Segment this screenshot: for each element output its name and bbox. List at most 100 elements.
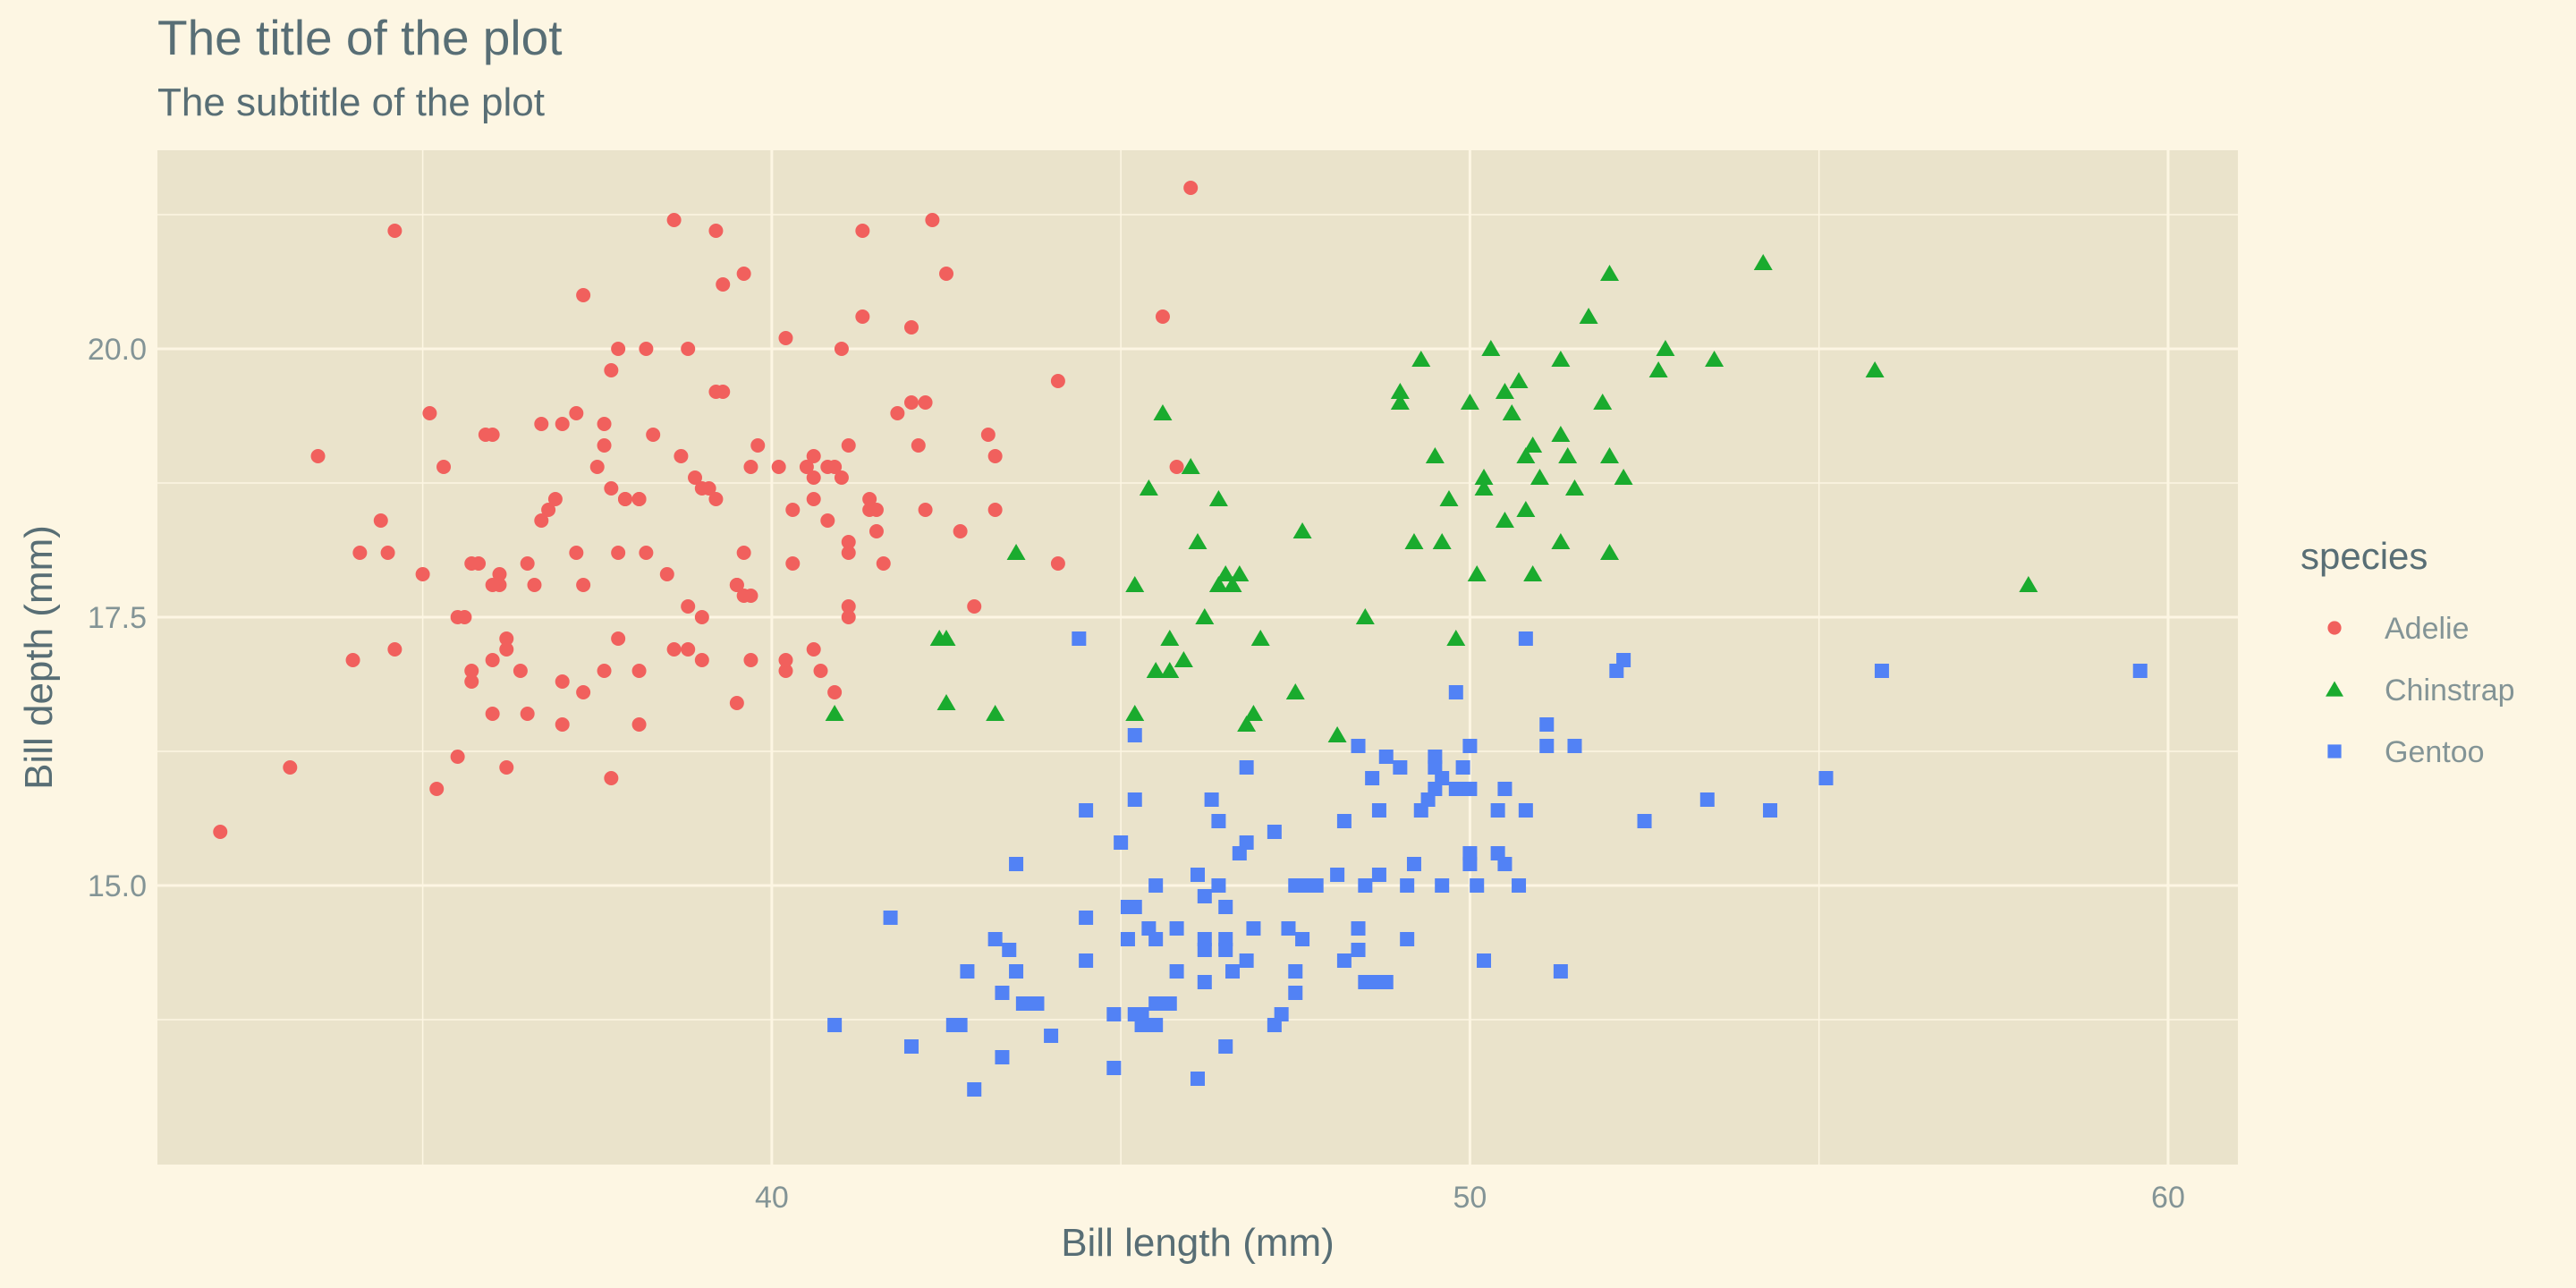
- data-point-adelie: [820, 513, 835, 528]
- data-point-adelie: [716, 385, 731, 399]
- data-point-chinstrap: [1250, 630, 1270, 646]
- data-point-adelie: [310, 449, 326, 463]
- y-tick-label: 17.5: [88, 601, 147, 635]
- data-point-gentoo: [960, 964, 975, 979]
- data-point-chinstrap: [1125, 576, 1145, 592]
- data-point-chinstrap: [1432, 533, 1452, 549]
- data-point-adelie: [513, 664, 528, 678]
- data-point-adelie: [980, 428, 996, 442]
- data-point-gentoo: [1218, 900, 1233, 914]
- data-point-gentoo: [1435, 771, 1450, 785]
- data-point-gentoo: [1351, 921, 1366, 936]
- data-point-gentoo: [1393, 760, 1408, 775]
- data-point-chinstrap: [1593, 394, 1613, 410]
- data-point-chinstrap: [1551, 533, 1571, 549]
- data-point-adelie: [681, 642, 696, 657]
- data-point-adelie: [925, 213, 940, 227]
- data-point-chinstrap: [936, 694, 956, 710]
- data-point-gentoo: [1330, 868, 1345, 882]
- data-point-adelie: [604, 771, 619, 785]
- data-point-adelie: [373, 513, 388, 528]
- data-point-chinstrap: [1285, 683, 1305, 699]
- data-point-adelie: [876, 556, 891, 571]
- data-point-gentoo: [1002, 943, 1017, 957]
- data-point-gentoo: [1072, 631, 1087, 646]
- data-point-adelie: [1169, 460, 1184, 474]
- data-point-chinstrap: [1467, 565, 1487, 581]
- data-point-gentoo: [1616, 653, 1631, 667]
- data-point-gentoo: [1358, 878, 1373, 893]
- data-point-gentoo: [1015, 996, 1030, 1011]
- data-point-chinstrap: [1614, 469, 1633, 485]
- data-point-adelie: [576, 288, 591, 302]
- data-point-chinstrap: [2019, 576, 2038, 592]
- data-point-chinstrap: [1439, 490, 1459, 506]
- data-point-adelie: [457, 610, 472, 624]
- data-point-gentoo: [1497, 857, 1513, 871]
- data-point-gentoo: [1288, 964, 1303, 979]
- data-point-chinstrap: [1230, 565, 1250, 581]
- data-point-gentoo: [987, 932, 1003, 946]
- data-point-gentoo: [1197, 889, 1212, 903]
- data-point-adelie: [639, 342, 654, 356]
- data-point-adelie: [499, 642, 514, 657]
- data-point-gentoo: [995, 1050, 1010, 1064]
- data-point-adelie: [422, 406, 437, 420]
- data-point-adelie: [547, 492, 563, 506]
- data-point-gentoo: [1288, 986, 1303, 1000]
- data-point-gentoo: [953, 1018, 968, 1032]
- data-point-adelie: [534, 513, 549, 528]
- x-tick-label: 50: [1453, 1181, 1487, 1215]
- data-point-adelie: [492, 567, 507, 581]
- data-point-chinstrap: [1753, 254, 1773, 270]
- data-point-gentoo: [1197, 932, 1212, 946]
- data-point-adelie: [834, 342, 849, 356]
- data-point-adelie: [1050, 556, 1065, 571]
- data-point-chinstrap: [1139, 479, 1158, 496]
- data-point-adelie: [604, 481, 619, 496]
- data-point-adelie: [478, 428, 493, 442]
- data-point-chinstrap: [1523, 436, 1543, 453]
- y-axis-label: Bill depth (mm): [17, 525, 61, 790]
- data-point-adelie: [611, 631, 626, 646]
- data-point-gentoo: [1127, 792, 1142, 807]
- legend-title: species: [2301, 535, 2428, 577]
- data-point-gentoo: [995, 986, 1010, 1000]
- data-point-chinstrap: [1558, 447, 1578, 463]
- data-point-chinstrap: [1243, 705, 1263, 721]
- data-point-chinstrap: [1865, 361, 1885, 377]
- data-point-adelie: [352, 546, 368, 560]
- data-point-gentoo: [1351, 943, 1366, 957]
- data-point-chinstrap: [1425, 447, 1445, 463]
- data-point-adelie: [639, 546, 654, 560]
- data-point-adelie: [345, 653, 360, 667]
- data-point-gentoo: [1336, 814, 1352, 828]
- data-point-gentoo: [1295, 932, 1310, 946]
- x-tick-label: 40: [755, 1181, 789, 1215]
- data-point-gentoo: [1763, 803, 1778, 818]
- data-point-adelie: [778, 653, 793, 667]
- data-point-gentoo: [1114, 835, 1129, 850]
- data-point-gentoo: [1274, 1007, 1289, 1021]
- data-point-chinstrap: [1160, 662, 1180, 678]
- data-point-adelie: [918, 503, 933, 517]
- data-point-adelie: [576, 578, 591, 592]
- data-point-gentoo: [1191, 1072, 1205, 1086]
- data-point-gentoo: [1512, 878, 1527, 893]
- data-point-gentoo: [1428, 750, 1443, 764]
- data-point-gentoo: [1191, 868, 1205, 882]
- data-point-adelie: [380, 546, 395, 560]
- data-point-chinstrap: [1327, 726, 1347, 742]
- data-point-gentoo: [1470, 878, 1485, 893]
- data-point-adelie: [631, 664, 647, 678]
- data-point-gentoo: [1365, 771, 1380, 785]
- legend-label-adelie: Adelie: [2385, 612, 2470, 646]
- data-point-gentoo: [1030, 996, 1045, 1011]
- data-point-gentoo: [1371, 803, 1386, 818]
- data-point-adelie: [729, 696, 744, 710]
- data-point-gentoo: [1371, 868, 1386, 882]
- data-point-gentoo: [1148, 996, 1164, 1011]
- data-point-adelie: [436, 460, 452, 474]
- data-point-gentoo: [1309, 878, 1324, 893]
- data-point-chinstrap: [1600, 265, 1620, 281]
